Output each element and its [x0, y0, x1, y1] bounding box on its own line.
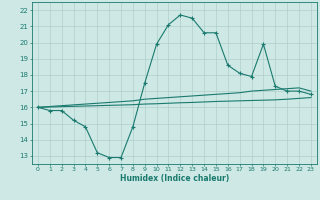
- X-axis label: Humidex (Indice chaleur): Humidex (Indice chaleur): [120, 174, 229, 183]
